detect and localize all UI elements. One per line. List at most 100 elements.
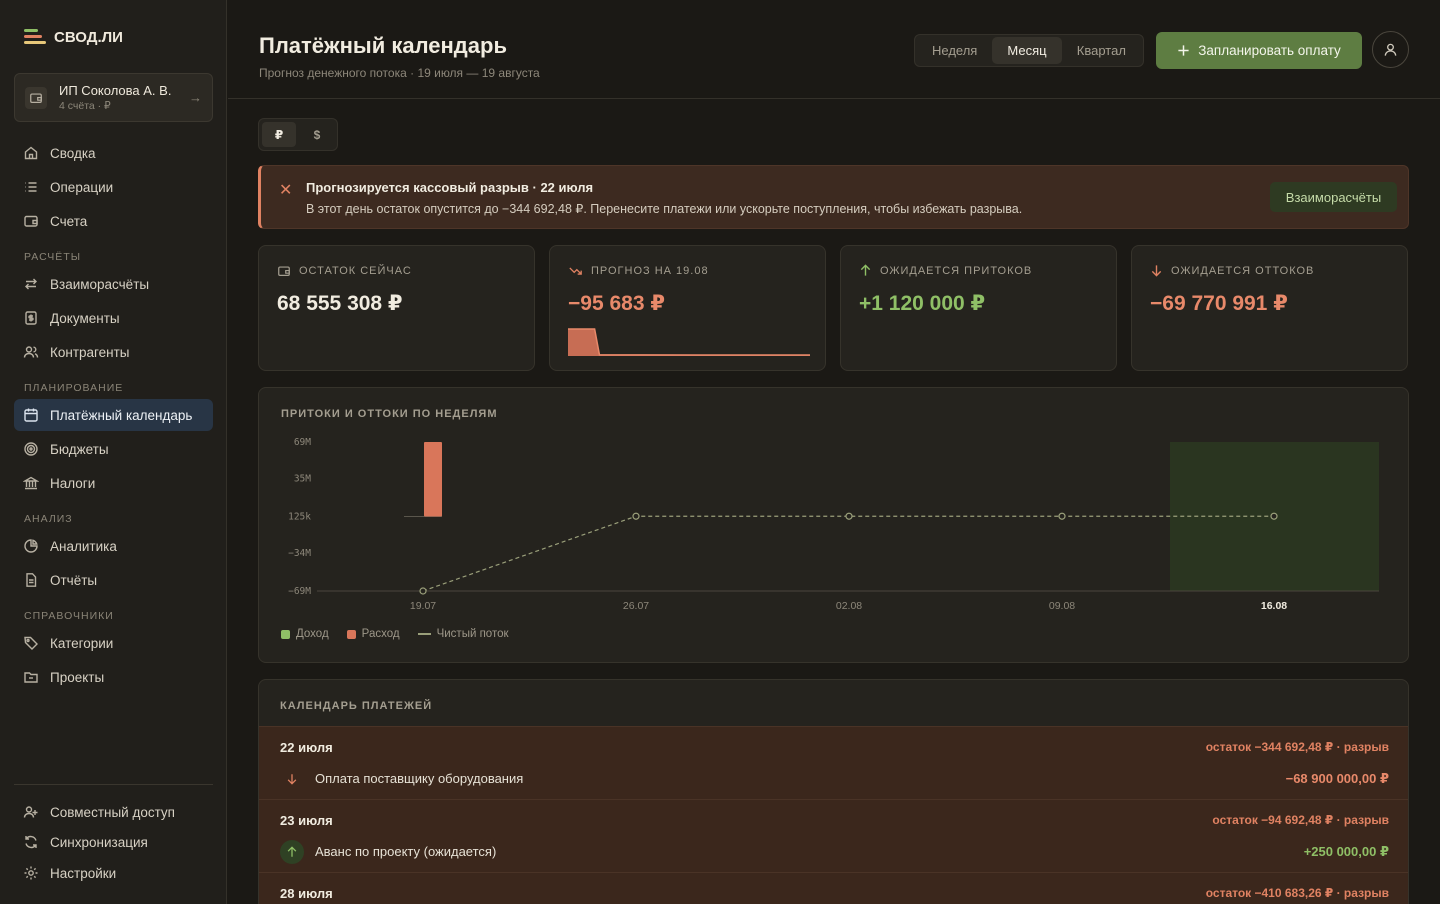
period-month-button[interactable]: Месяц	[992, 37, 1062, 64]
legend-swatch	[346, 629, 356, 639]
arrow-up-icon	[860, 264, 871, 276]
calendar-day: 23 июля остаток −94 692,48 ₽ · разрыв Ав…	[259, 799, 1408, 872]
nav-item-operations[interactable]: Операции	[14, 171, 213, 203]
net-flow-point	[1270, 512, 1278, 520]
page-title: Платёжный календарь	[259, 33, 507, 58]
user-icon	[1384, 43, 1397, 56]
currency-rub-button[interactable]: ₽	[262, 122, 296, 147]
nav-label: Взаиморасчёты	[50, 276, 150, 292]
sparkline-area	[568, 329, 810, 356]
sidebar-divider	[14, 784, 213, 785]
close-icon[interactable]: ✕	[279, 182, 293, 199]
payment-name[interactable]: Оплата поставщику оборудования	[315, 771, 524, 786]
legend-item-net-flow[interactable]: Чистый поток	[417, 628, 509, 640]
nav-item-analytics[interactable]: Аналитика	[14, 530, 213, 562]
nav-item-summary[interactable]: Сводка	[14, 137, 213, 169]
page-header: Платёжный календарь Прогноз денежного по…	[228, 0, 1440, 99]
logo[interactable]: СВОД.ЛИ	[24, 28, 123, 46]
nav-item-projects[interactable]: Проекты	[14, 661, 213, 693]
payment-name[interactable]: Аванс по проекту (ожидается)	[315, 844, 497, 859]
legend-swatch	[281, 629, 290, 639]
nav-item-sharing[interactable]: Совместный доступ	[14, 796, 213, 828]
weekly-flows-chart: 69M 35M 125k −34M −69M 19.07 26.07 02.08 09.08 16…	[288, 437, 1379, 612]
kpi-value: −95 683 ₽	[568, 292, 665, 315]
kpi-label: ОЖИДАЕТСЯ ОТТОКОВ	[1171, 264, 1315, 277]
nav-label: Сводка	[50, 145, 96, 161]
sidebar: СВОД.ЛИ ИП Соколова А. В. 4 счёта · ₽ → …	[0, 0, 227, 904]
nav-item-reports[interactable]: Отчёты	[14, 564, 213, 596]
folder-icon	[24, 672, 38, 683]
share-icon	[23, 806, 38, 818]
schedule-payment-button[interactable]: Запланировать оплату	[1156, 32, 1362, 69]
sync-icon	[25, 835, 37, 849]
arrow-up-icon	[280, 840, 304, 864]
y-tick-label: −34M	[288, 548, 311, 559]
settlements-button[interactable]: Взаиморасчёты	[1270, 182, 1397, 212]
nav-label: Платёжный календарь	[50, 407, 193, 423]
period-quarter-button[interactable]: Квартал	[1076, 43, 1126, 58]
nav-label: Счета	[50, 213, 88, 229]
nav-item-categories[interactable]: Категории	[14, 627, 213, 659]
legend-item-income[interactable]: Доход	[281, 628, 329, 640]
calendar-title: КАЛЕНДАРЬ ПЛАТЕЖЕЙ	[280, 700, 433, 712]
nav-label: Бюджеты	[50, 441, 109, 457]
nav-label: Налоги	[50, 475, 96, 491]
nav-item-sync[interactable]: Синхронизация	[14, 826, 213, 858]
net-flow-line	[422, 515, 1274, 592]
nav-item-payment-calendar[interactable]: Платёжный календарь	[14, 399, 213, 431]
calendar-day: 22 июля остаток −344 692,48 ₽ · разрыв О…	[259, 726, 1408, 799]
y-tick-label: 125k	[288, 512, 311, 523]
nav-item-settings[interactable]: Настройки	[14, 857, 213, 889]
wallet-icon	[278, 266, 290, 276]
gear-icon	[24, 866, 38, 880]
period-switcher: Неделя Месяц Квартал	[914, 34, 1144, 67]
schedule-payment-label: Запланировать оплату	[1198, 43, 1341, 58]
section-title-settlements: РАСЧЁТЫ	[24, 251, 82, 263]
legend-label: Чистый поток	[436, 628, 509, 640]
alert-text: В этот день остаток опустится до −344 69…	[306, 202, 1023, 216]
logo-icon	[24, 28, 46, 46]
net-flow-point	[632, 512, 640, 520]
nav-item-budgets[interactable]: Бюджеты	[14, 433, 213, 465]
currency-usd-button[interactable]: $	[313, 127, 321, 142]
x-tick-label: 16.08	[1261, 600, 1287, 612]
bank-icon	[23, 476, 39, 490]
day-balance: остаток −94 692,48 ₽ · разрыв	[1212, 813, 1389, 827]
nav-item-taxes[interactable]: Налоги	[14, 467, 213, 499]
net-flow-point	[419, 587, 427, 595]
kpi-expected-outflows: ОЖИДАЕТСЯ ОТТОКОВ −69 770 991 ₽	[1131, 245, 1408, 371]
net-flow-point	[845, 512, 853, 520]
nav-item-settlements[interactable]: Взаиморасчёты	[14, 268, 213, 300]
day-date: 22 июля	[280, 740, 333, 755]
nav-item-accounts[interactable]: Счета	[14, 205, 213, 237]
org-switcher[interactable]: ИП Соколова А. В. 4 счёта · ₽ →	[14, 73, 213, 122]
user-avatar[interactable]	[1372, 31, 1409, 68]
org-accounts: 4 счёта · ₽	[59, 100, 111, 112]
kpi-forecast: ПРОГНОЗ НА 19.08 −95 683 ₽	[549, 245, 826, 371]
day-balance: остаток −410 683,26 ₽ · разрыв	[1205, 886, 1389, 900]
kpi-value: 68 555 308 ₽	[277, 292, 403, 315]
nav-label: Настройки	[50, 865, 117, 881]
x-tick-label: 26.07	[623, 600, 649, 612]
section-title-planning: ПЛАНИРОВАНИЕ	[24, 382, 124, 394]
nav-item-counterparties[interactable]: Контрагенты	[14, 336, 213, 368]
weekly-flows-chart-panel: ПРИТОКИ И ОТТОКИ ПО НЕДЕЛЯМ 69M 35M 125k −3…	[258, 387, 1409, 663]
org-name: ИП Соколова А. В.	[59, 83, 172, 98]
payment-amount: −68 900 000,00 ₽	[1285, 771, 1389, 786]
payment-calendar-panel: КАЛЕНДАРЬ ПЛАТЕЖЕЙ 22 июля остаток −344 …	[258, 679, 1409, 904]
calendar-icon	[24, 408, 38, 422]
y-tick-label: 69M	[294, 437, 311, 448]
kpi-expected-inflows: ОЖИДАЕТСЯ ПРИТОКОВ +1 120 000 ₽	[840, 245, 1117, 371]
period-week-button[interactable]: Неделя	[931, 43, 978, 58]
bar-expense	[424, 442, 442, 517]
nav-label: Проекты	[50, 669, 105, 685]
kpi-label: ОЖИДАЕТСЯ ПРИТОКОВ	[880, 264, 1033, 277]
legend-item-expense[interactable]: Расход	[346, 628, 400, 640]
brand-name: СВОД.ЛИ	[54, 28, 123, 46]
arrow-down-icon	[1151, 265, 1162, 277]
nav-label: Отчёты	[50, 572, 98, 588]
nav-item-documents[interactable]: Документы	[14, 302, 213, 334]
tag-icon	[24, 636, 38, 650]
kpi-label: ПРОГНОЗ НА 19.08	[591, 265, 709, 277]
section-title-references: СПРАВОЧНИКИ	[24, 610, 114, 622]
